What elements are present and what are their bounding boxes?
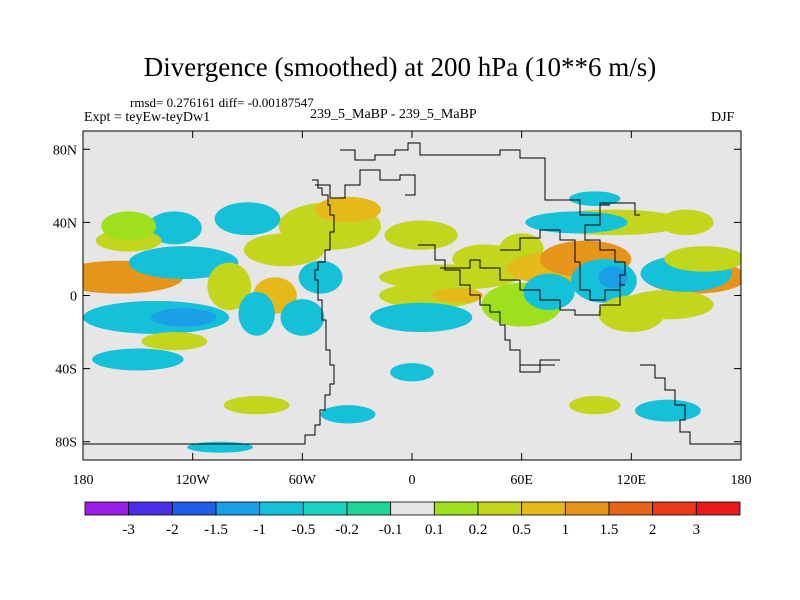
field-blob (223, 396, 290, 415)
colorbar-label: 0.2 (469, 522, 488, 538)
x-tick-label: 0 (409, 473, 416, 488)
colorbar-swatch (652, 501, 697, 516)
field-blob (141, 332, 208, 351)
x-tick-label: 180 (73, 473, 94, 488)
field-blob (101, 211, 157, 241)
colorbar-label: -1 (253, 522, 266, 538)
y-tick-label: 0 (70, 290, 77, 305)
field-blob (128, 246, 239, 280)
field-blob (634, 399, 701, 422)
field-blob (384, 220, 458, 250)
x-tick-label: 60W (289, 473, 317, 488)
y-tick-label: 40N (53, 216, 77, 231)
field-blob (369, 302, 473, 333)
field-blob (146, 211, 202, 245)
america-outline (83, 179, 335, 445)
y-tick-label: 80N (53, 143, 77, 158)
colorbar: -3 -2 -1.5 -1 -0.5 -0.2 -0.1 0.1 0.2 0.5 1 1.5 2 3 (84, 501, 741, 538)
field-blob (315, 196, 381, 223)
colorbar-swatch (433, 501, 479, 516)
colorbar-swatch (390, 501, 435, 516)
field-blob (214, 202, 281, 236)
colorbar-swatch (346, 501, 392, 516)
arabia-outline (440, 259, 625, 316)
x-tick-label: 120W (176, 473, 211, 488)
colorbar-label: -1.5 (204, 522, 228, 538)
colorbar-label: -0.2 (335, 522, 359, 538)
colorbar-label: -0.1 (379, 522, 403, 538)
colorbar-label: -2 (166, 522, 179, 538)
south-africa-outline (519, 364, 555, 373)
y-tick-label: 80S (55, 436, 77, 451)
colorbar-swatch (171, 501, 217, 516)
field-blob (298, 260, 343, 294)
season-label: DJF (711, 110, 735, 125)
field-blob (390, 363, 434, 382)
land-outline (83, 142, 741, 445)
field-blob (92, 348, 184, 371)
colorbar-label: -0.5 (291, 522, 315, 538)
field-blob (238, 291, 275, 336)
stats-text: rmsd= 0.276161 diff= -0.00187547 (130, 95, 314, 110)
x-tick-label: 180 (731, 473, 752, 488)
greenland-outline (315, 169, 416, 199)
colorbar-swatch (259, 501, 304, 516)
colorbar-swatch (564, 501, 610, 516)
colorbar-swatch (302, 501, 348, 516)
field-blob (150, 308, 217, 327)
field-blob (525, 211, 628, 234)
colorbar-label: 1.5 (600, 522, 619, 538)
colorbar-swatch (477, 501, 523, 516)
colorbar-swatch (695, 501, 741, 516)
x-tick-label: 60E (510, 473, 533, 488)
colorbar-label: 0.5 (512, 522, 531, 538)
y-tick-label: 40S (55, 363, 77, 378)
colorbar-label: 2 (649, 522, 657, 538)
colorbar-swatch (215, 501, 261, 516)
experiment-label: Expt = teyEw-teyDw1 (84, 110, 211, 125)
x-tick-label: 120E (617, 473, 647, 488)
axes: 180 120W 60W 0 60E 120E 180 80N 40N 0 40S 80S (53, 131, 752, 488)
chart-title: Divergence (smoothed) at 200 hPa (10**6 … (143, 52, 657, 82)
asia-east-outline (500, 204, 626, 301)
field-blob (207, 262, 252, 311)
colorbar-swatch (521, 501, 566, 516)
field-blob (664, 246, 741, 272)
colorbar-label: 1 (562, 522, 570, 538)
colorbar-swatch (128, 501, 173, 516)
australia-outline (640, 364, 741, 445)
field-blob (569, 191, 621, 206)
colorbar-label: -3 (122, 522, 135, 538)
field-blob (187, 441, 253, 453)
colorbar-label: 0.1 (425, 522, 444, 538)
runs-label: 239_5_MaBP - 239_5_MaBP (310, 107, 477, 122)
field-blob (569, 396, 621, 415)
field-blob (280, 299, 325, 336)
field-blob (523, 273, 575, 311)
field-blob (320, 405, 376, 424)
field-blob (622, 290, 714, 320)
colorbar-swatch (608, 501, 654, 516)
colorbar-swatch (84, 501, 130, 516)
colorbar-label: 3 (693, 522, 701, 538)
